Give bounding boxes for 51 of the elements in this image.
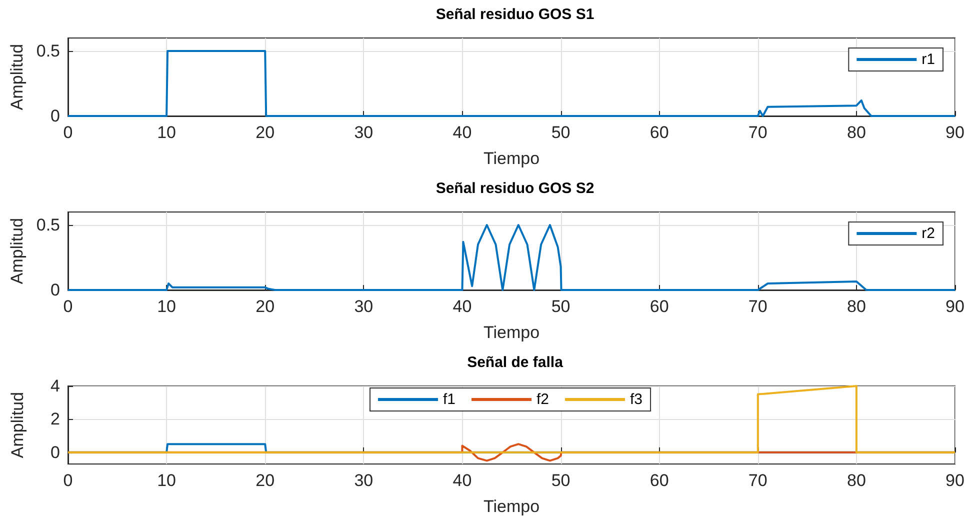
y-tick-label: 2 <box>50 410 60 429</box>
x-tick-label: 10 <box>157 297 176 316</box>
legend-label: f1 <box>443 391 456 408</box>
x-tick-label: 50 <box>551 471 570 490</box>
x-tick-label: 0 <box>63 123 73 142</box>
y-tick-label: 4 <box>50 376 60 396</box>
x-tick-label: 50 <box>551 297 570 316</box>
x-tick-label: 20 <box>256 471 275 490</box>
chart-title: Señal residuo GOS S1 <box>436 6 594 23</box>
legend-label: r2 <box>922 225 936 242</box>
x-tick-label: 0 <box>63 297 73 316</box>
x-tick-label: 90 <box>946 471 964 490</box>
x-tick-label: 80 <box>846 471 866 490</box>
x-tick-label: 60 <box>650 297 669 316</box>
x-axis-title: Tiempo <box>483 497 540 516</box>
y-tick-label: 0.5 <box>36 42 60 60</box>
chart-title: Señal de falla <box>467 354 564 371</box>
x-tick-label: 70 <box>748 297 768 316</box>
y-tick-label: 0 <box>50 106 60 126</box>
y-axis-title: Amplitud <box>7 44 26 110</box>
x-tick-label: 0 <box>63 471 73 490</box>
y-tick-label: 0 <box>50 280 60 300</box>
x-tick-label: 70 <box>748 471 768 490</box>
x-tick-label: 20 <box>256 123 275 142</box>
x-tick-label: 40 <box>452 123 472 142</box>
x-tick-label: 50 <box>551 123 570 142</box>
x-tick-label: 10 <box>157 471 176 490</box>
x-tick-label: 70 <box>748 123 768 142</box>
y-tick-label: 0.5 <box>36 216 60 234</box>
x-tick-label: 30 <box>354 471 374 490</box>
x-tick-label: 40 <box>452 471 472 490</box>
x-tick-label: 90 <box>946 123 964 142</box>
x-tick-label: 40 <box>452 297 472 316</box>
legend-label: r1 <box>922 51 936 68</box>
legend-label: f2 <box>536 391 550 408</box>
x-tick-label: 90 <box>946 297 964 316</box>
x-tick-label: 30 <box>354 297 374 316</box>
y-axis-title: Amplitud <box>8 392 27 458</box>
x-tick-label: 80 <box>846 297 866 316</box>
x-tick-label: 80 <box>846 123 866 142</box>
x-tick-label: 20 <box>256 297 275 316</box>
y-axis-title: Amplitud <box>7 218 26 284</box>
x-axis-title: Tiempo <box>483 323 540 342</box>
chart-title: Señal residuo GOS S2 <box>436 180 594 197</box>
x-tick-label: 60 <box>650 471 669 490</box>
x-tick-label: 30 <box>354 123 374 142</box>
x-tick-label: 60 <box>650 123 669 142</box>
legend-label: f3 <box>630 391 643 408</box>
x-axis-title: Tiempo <box>483 149 540 168</box>
x-tick-label: 10 <box>157 123 176 142</box>
y-tick-label: 0 <box>50 442 60 462</box>
